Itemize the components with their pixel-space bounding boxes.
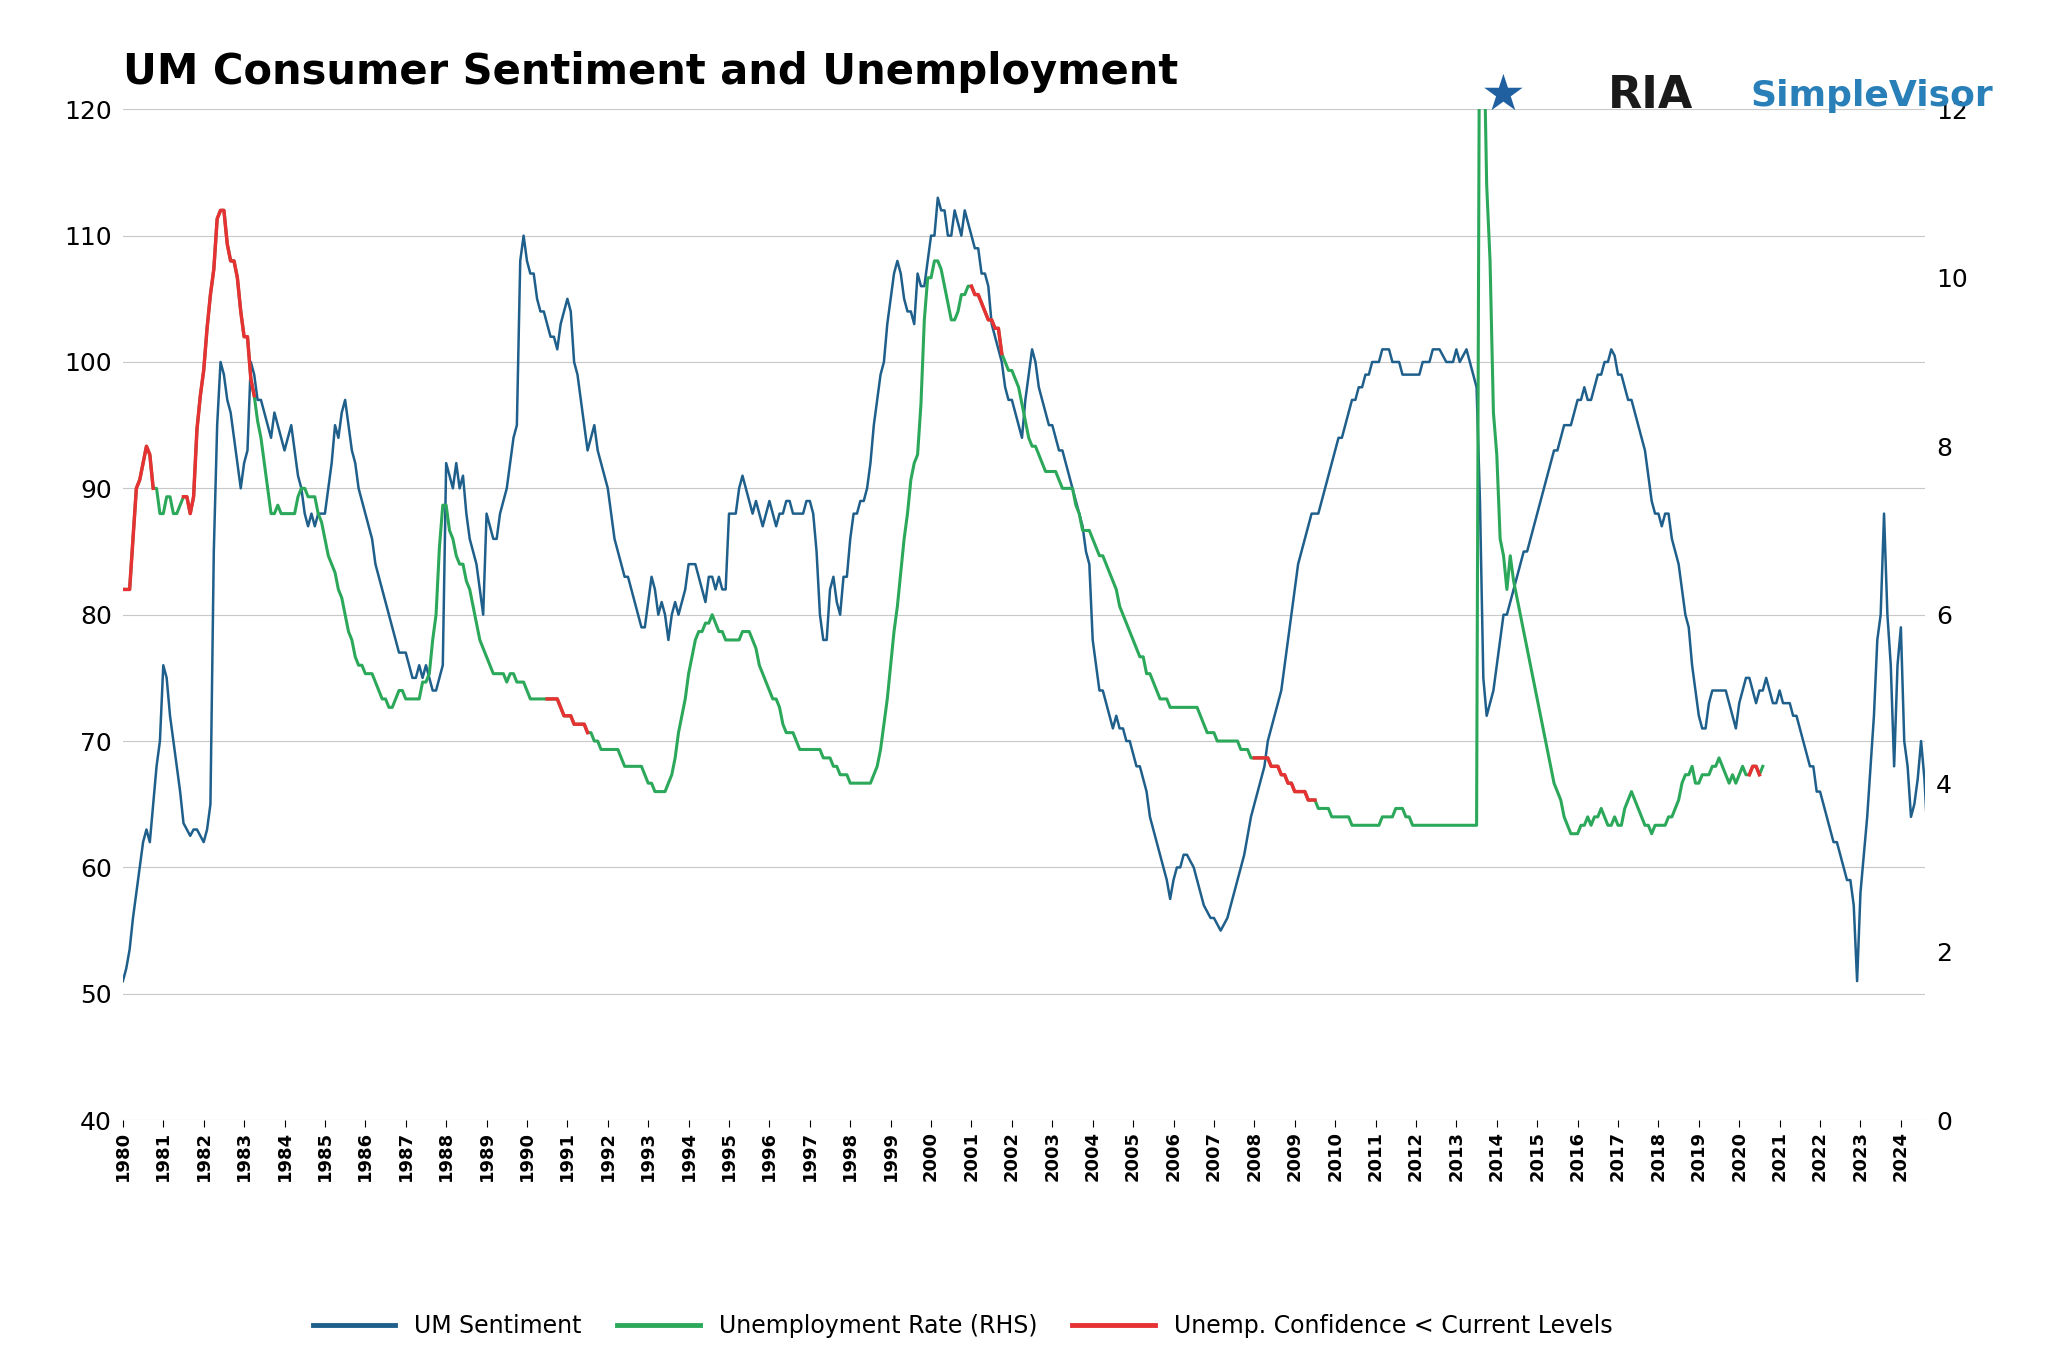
Text: SimpleVisor: SimpleVisor xyxy=(1751,79,1993,112)
Text: UM Consumer Sentiment and Unemployment: UM Consumer Sentiment and Unemployment xyxy=(123,52,1178,93)
Legend: UM Sentiment, Unemployment Rate (RHS), Unemp. Confidence < Current Levels: UM Sentiment, Unemployment Rate (RHS), U… xyxy=(303,1305,1622,1347)
Text: ★: ★ xyxy=(1481,71,1526,120)
Text: RIA: RIA xyxy=(1608,74,1694,117)
